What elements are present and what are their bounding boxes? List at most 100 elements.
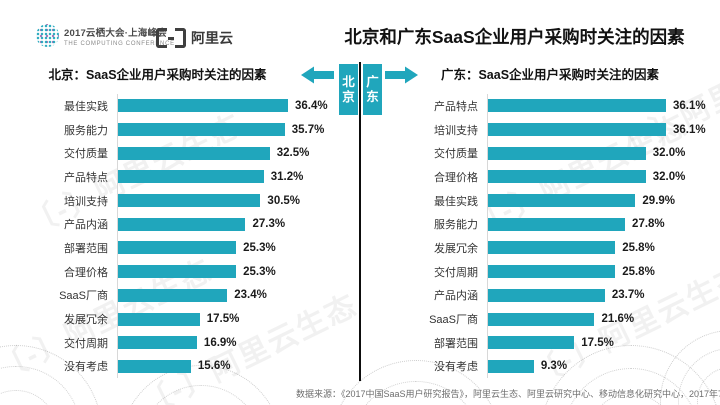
bar: [118, 336, 197, 350]
category-label: SaaS厂商: [59, 290, 108, 303]
bar: [488, 336, 575, 350]
divider-line: [359, 62, 361, 381]
bar-track: 31.2%: [117, 165, 340, 189]
bar: [118, 359, 191, 373]
bar-track: 16.9%: [117, 330, 340, 355]
bar-track: 30.5%: [117, 188, 340, 213]
bar: [488, 146, 646, 160]
bar-value-label: 15.6%: [197, 360, 231, 373]
left-arrow-icon: [301, 66, 334, 84]
bar-track: 17.5%: [117, 307, 340, 331]
category-label: 交付周期: [64, 337, 108, 350]
bar-track: 23.4%: [117, 283, 340, 308]
bar-track: 17.5%: [487, 330, 710, 355]
bar-track: 29.9%: [487, 188, 710, 213]
bar-value-label: 16.9%: [203, 336, 237, 349]
category-label: 交付周期: [434, 266, 478, 279]
bar-track: 36.4%: [117, 94, 340, 118]
category-label: 发展冗余: [64, 314, 108, 327]
bar: [488, 217, 626, 231]
bar-value-label: 32.0%: [652, 170, 686, 183]
category-label: 产品特点: [434, 100, 478, 113]
bar-track: 36.1%: [487, 117, 710, 142]
bar-value-label: 25.8%: [622, 265, 655, 278]
bar: [488, 123, 666, 137]
category-label: 最佳实践: [64, 100, 108, 113]
bar-track: 15.6%: [117, 354, 340, 379]
bracket-left: [156, 28, 167, 48]
category-label: 合理价格: [64, 266, 108, 279]
bar-row: 产品内涵 27.3%: [40, 212, 340, 237]
bar-value-label: 36.1%: [672, 99, 706, 112]
category-label: 产品内涵: [434, 290, 478, 303]
category-label: 发展冗余: [434, 242, 478, 255]
bar: [488, 170, 646, 184]
category-label: 最佳实践: [434, 195, 478, 208]
bar: [488, 288, 605, 302]
bar-track: 36.1%: [487, 94, 710, 118]
alicloud-bracket-icon: [156, 28, 186, 48]
bar-track: 25.8%: [487, 236, 710, 260]
bar-row: 产品特点 31.2%: [40, 165, 340, 189]
category-label: 部署范围: [434, 337, 478, 350]
bracket-right: [175, 28, 186, 48]
conference-name: 2017云栖大会·上海峰会: [64, 28, 167, 39]
bar-row: 发展冗余 25.8%: [410, 236, 710, 260]
bar-value-label: 23.4%: [234, 289, 267, 302]
bar-row: 产品特点 36.1%: [410, 94, 710, 118]
bar-row: 最佳实践 29.9%: [410, 188, 710, 213]
bar-row: 交付质量 32.0%: [410, 141, 710, 166]
computing-conference-globe-icon: [36, 24, 59, 47]
bar-row: 合理价格 32.0%: [410, 165, 710, 189]
bar-value-label: 23.7%: [611, 289, 645, 302]
bracket-dash: [168, 36, 174, 40]
bar-chart-guangdong: 产品特点 36.1% 培训支持 36.1% 交付质量 32.0% 合理价格 32.0% 最佳实践…: [410, 94, 710, 379]
category-label: 产品特点: [64, 171, 108, 184]
region-badge-beijing: 北京: [339, 64, 358, 115]
region-badge-guangdong: 广东: [363, 64, 382, 115]
category-label: 交付质量: [434, 148, 478, 161]
bar-value-label: 31.2%: [270, 170, 304, 183]
bar-row: 培训支持 36.1%: [410, 117, 710, 142]
bar-track: 32.0%: [487, 141, 710, 166]
bar-chart-beijing: 最佳实践 36.4% 服务能力 35.7% 交付质量 32.5% 产品特点 31.2% 培训支持…: [40, 94, 340, 379]
bar-row: 最佳实践 36.4%: [40, 94, 340, 118]
bar-row: 没有考虑 9.3%: [410, 354, 710, 379]
bar-value-label: 25.8%: [622, 241, 655, 254]
bar: [118, 265, 237, 279]
bar-row: 部署范围 17.5%: [410, 330, 710, 355]
bar: [488, 359, 534, 373]
bar-track: 25.3%: [117, 259, 340, 284]
category-label: 没有考虑: [64, 361, 108, 374]
bar: [118, 194, 261, 208]
bar-row: 交付周期 25.8%: [410, 259, 710, 284]
bar-value-label: 30.5%: [267, 194, 301, 207]
bar-value-label: 32.5%: [276, 147, 310, 160]
bar-track: 9.3%: [487, 354, 710, 379]
bar-row: 没有考虑 15.6%: [40, 354, 340, 379]
category-label: 培训支持: [434, 124, 478, 137]
bar-row: 交付质量 32.5%: [40, 141, 340, 166]
bar-track: 25.8%: [487, 259, 710, 284]
chart-title-guangdong: 广东：SaaS企业用户采购时关注的因素: [440, 68, 660, 82]
right-arrow-icon: [385, 66, 418, 84]
category-label: SaaS厂商: [429, 314, 478, 327]
category-label: 交付质量: [64, 148, 108, 161]
data-source-note: 数据来源：《2017中国SaaS用户研究报告》，阿里云生态、阿里云研究中心、移动…: [296, 389, 720, 399]
bar-row: SaaS厂商 21.6%: [410, 307, 710, 331]
bar-value-label: 21.6%: [601, 313, 635, 326]
bar-value-label: 35.7%: [291, 123, 325, 136]
page-title: 北京和广东SaaS企业用户采购时关注的因素: [344, 27, 685, 47]
bar: [118, 312, 200, 326]
bar-track: 27.3%: [117, 212, 340, 237]
bar-track: 25.3%: [117, 236, 340, 260]
bar: [118, 146, 270, 160]
bar-value-label: 9.3%: [540, 360, 568, 373]
bar: [118, 123, 285, 137]
conference-subtitle: THE COMPUTING CONFERENCE: [64, 41, 175, 47]
alicloud-logo-text: 阿里云: [191, 30, 233, 46]
bar-row: 服务能力 35.7%: [40, 117, 340, 142]
bar-track: 32.5%: [117, 141, 340, 166]
conference-logo-text: 2017云栖大会·上海峰会 THE COMPUTING CONFERENCE: [64, 25, 175, 47]
bar-row: 合理价格 25.3%: [40, 259, 340, 284]
